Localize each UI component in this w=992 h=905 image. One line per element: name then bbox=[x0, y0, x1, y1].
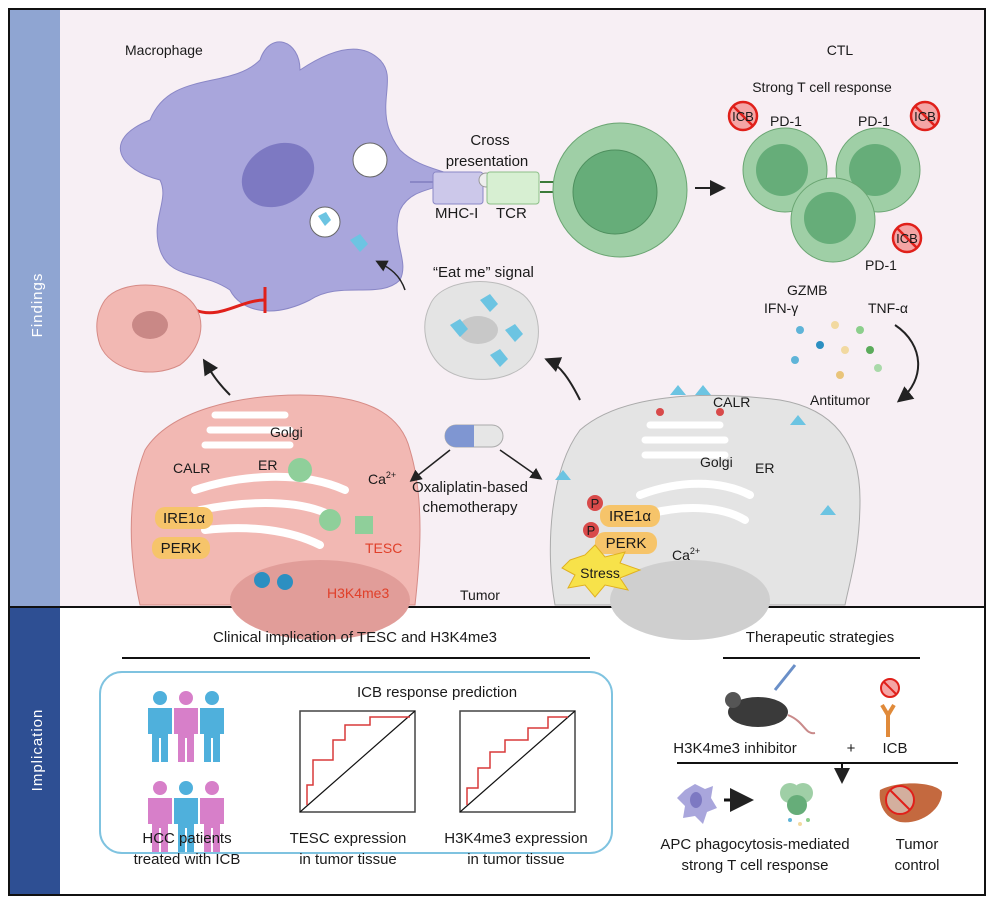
apc-label: APC phagocytosis-mediated bbox=[660, 836, 849, 853]
perk-badge bbox=[152, 537, 210, 559]
svg-text:ICB: ICB bbox=[914, 109, 936, 124]
arrow bbox=[894, 324, 920, 403]
gzmb-label: GZMB bbox=[787, 282, 827, 298]
perk-badge bbox=[595, 532, 657, 554]
icb-label: ICB bbox=[882, 740, 907, 757]
person-icon bbox=[200, 781, 224, 852]
calr-label: CALR bbox=[173, 460, 210, 476]
dying-tumor-cell bbox=[424, 281, 539, 380]
tumor-label: Tumor bbox=[460, 587, 500, 603]
ire1a-label: IRE1α bbox=[609, 508, 651, 525]
person-icon bbox=[200, 691, 224, 762]
h3k4me3-expression-label: H3K4me3 expression bbox=[444, 830, 587, 847]
apc-icon bbox=[677, 784, 717, 824]
tumor-control-label: control bbox=[894, 857, 939, 874]
antitumor-label: Antitumor bbox=[810, 392, 870, 408]
person-icon bbox=[174, 691, 198, 762]
drug-label: chemotherapy bbox=[422, 499, 518, 516]
person-icon bbox=[148, 691, 172, 762]
cross-presentation-label: Cross bbox=[470, 132, 509, 149]
patients-icon bbox=[148, 691, 224, 852]
macrophage-label: Macrophage bbox=[125, 42, 203, 58]
er-label: ER bbox=[755, 460, 774, 476]
svg-text:P: P bbox=[587, 523, 596, 538]
eat-me-label: “Eat me” signal bbox=[433, 264, 534, 281]
svg-text:ICB: ICB bbox=[732, 109, 754, 124]
therapy-title: Therapeutic strategies bbox=[746, 629, 894, 646]
perk-label: PERK bbox=[606, 535, 647, 552]
perk-label: PERK bbox=[161, 540, 202, 557]
tumor-control-label: Tumor bbox=[896, 836, 939, 853]
svg-text:ICB: ICB bbox=[896, 231, 918, 246]
calr-label: CALR bbox=[713, 394, 750, 410]
tcr-label: TCR bbox=[496, 205, 527, 222]
calcium-label: Ca2+ bbox=[672, 546, 700, 563]
ifn-gamma-label: IFN-γ bbox=[764, 300, 798, 316]
liver-blocked-icon bbox=[879, 783, 942, 823]
macrophage bbox=[119, 41, 461, 312]
apc-label: strong T cell response bbox=[681, 857, 828, 874]
arrow bbox=[202, 358, 231, 396]
icb-blocked-icon: ICB ICB ICB bbox=[727, 100, 941, 254]
plus-label: + bbox=[847, 740, 856, 757]
roc-curve-h3k4me3 bbox=[459, 710, 576, 813]
h3k4me3-label: H3K4me3 bbox=[327, 585, 389, 601]
patients-label: HCC patients bbox=[142, 830, 231, 847]
cytokine-dots bbox=[791, 321, 882, 379]
implication-label: Implication bbox=[29, 709, 46, 792]
tesc-label: TESC bbox=[365, 540, 402, 556]
t-cell-cluster-icon bbox=[780, 783, 813, 826]
icb-antibody-icon bbox=[880, 678, 900, 737]
tnf-alpha-label: TNF-α bbox=[868, 300, 908, 316]
phospho-icon bbox=[583, 522, 599, 538]
er-label: ER bbox=[258, 457, 277, 473]
arrow bbox=[544, 357, 581, 401]
strong-response-label: Strong T cell response bbox=[752, 79, 892, 95]
phospho-icon bbox=[587, 495, 603, 511]
pd1-label: PD-1 bbox=[770, 113, 802, 129]
inhibition-arrow bbox=[194, 298, 266, 315]
golgi-label: Golgi bbox=[700, 454, 733, 470]
cross-presentation-label: presentation bbox=[446, 153, 529, 170]
ctl-cluster bbox=[742, 127, 921, 263]
findings-band bbox=[10, 10, 60, 606]
mhc-tcr-complex bbox=[410, 171, 555, 205]
ctl-label: CTL bbox=[827, 42, 854, 58]
findings-label: Findings bbox=[29, 273, 46, 338]
tumor-cell-immunogenic bbox=[549, 385, 861, 640]
person-icon bbox=[174, 781, 198, 852]
pd1-label: PD-1 bbox=[858, 113, 890, 129]
ire1a-badge bbox=[600, 505, 660, 527]
roc-curve-tesc bbox=[299, 710, 416, 813]
mouse-icon bbox=[725, 664, 816, 735]
ire1a-badge bbox=[155, 507, 213, 529]
clinical-title: Clinical implication of TESC and H3K4me3 bbox=[213, 629, 497, 646]
tesc-expression-label: TESC expression bbox=[290, 830, 407, 847]
pill-icon bbox=[444, 424, 504, 448]
patients-label: treated with ICB bbox=[134, 851, 241, 868]
pd1-label: PD-1 bbox=[865, 257, 897, 273]
clinical-box bbox=[99, 671, 613, 854]
stress-burst-icon bbox=[561, 544, 642, 598]
person-icon bbox=[148, 781, 172, 852]
inhibitor-label: H3K4me3 inhibitor bbox=[673, 740, 796, 757]
svg-text:P: P bbox=[591, 496, 600, 511]
drug-label: Oxaliplatin-based bbox=[412, 479, 528, 496]
golgi-label: Golgi bbox=[270, 424, 303, 440]
stress-label: Stress bbox=[580, 565, 620, 581]
mhc-label: MHC-I bbox=[435, 205, 478, 222]
implication-band bbox=[10, 608, 60, 894]
h3k4me3-expression-label: in tumor tissue bbox=[467, 851, 565, 868]
calcium-label: Ca2+ bbox=[368, 470, 396, 487]
icb-prediction-label: ICB response prediction bbox=[357, 684, 517, 701]
ire1a-label: IRE1α bbox=[163, 510, 205, 527]
tesc-expression-label: in tumor tissue bbox=[299, 851, 397, 868]
tumor-cell-tesc-high bbox=[130, 394, 421, 640]
t-cell bbox=[552, 122, 688, 258]
